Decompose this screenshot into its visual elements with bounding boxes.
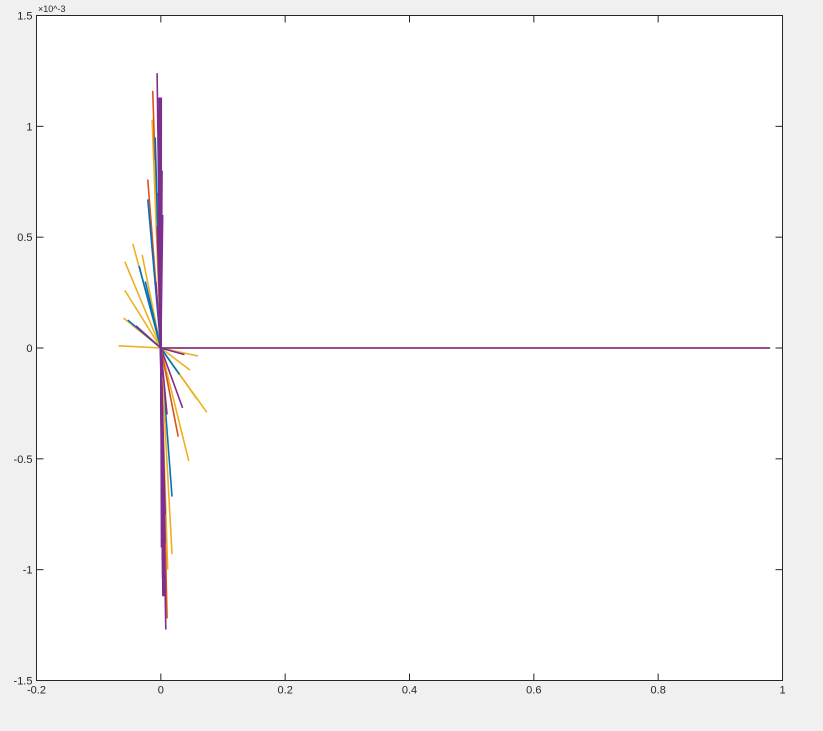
ray-core-down-11 xyxy=(159,347,166,544)
ray-3 xyxy=(124,289,162,349)
ray-10 xyxy=(144,281,162,349)
x-axis: -0.2 0 0.2 0.4 0.6 0.8 1 xyxy=(27,15,786,697)
x-tick-label: 0.8 xyxy=(651,685,666,697)
x-tick-label: 1 xyxy=(779,685,785,697)
ray-26 xyxy=(160,347,180,437)
x-tick-label: -0.2 xyxy=(27,685,46,697)
ray-2 xyxy=(124,261,162,349)
x-tick-label: 0.6 xyxy=(526,685,541,697)
x-tick-label: 0.2 xyxy=(278,685,293,697)
y-tick-label: 1.5 xyxy=(17,11,32,23)
ray-21 xyxy=(160,347,191,371)
y-tick-label: 0.5 xyxy=(17,232,32,244)
ray-22 xyxy=(160,347,190,462)
ray-9 xyxy=(135,325,162,349)
y-axis: -1.5 -1 -0.5 0 0.5 1 1.5 xyxy=(14,11,783,688)
y-tick-label: -1.5 xyxy=(14,676,33,688)
x-tick-label: 0.4 xyxy=(402,685,417,697)
y-tick-label: 1 xyxy=(26,121,32,133)
x-tick-label: 0 xyxy=(158,685,164,697)
ray-24 xyxy=(160,347,181,376)
y-tick-label: -0.5 xyxy=(14,454,33,466)
y-tick-label: 0 xyxy=(26,343,32,355)
ray-23 xyxy=(160,347,185,356)
y-tick-label: -1 xyxy=(23,565,33,577)
ray-25 xyxy=(160,347,184,409)
series-rays xyxy=(118,73,771,630)
ray-5 xyxy=(118,344,161,349)
ray-28 xyxy=(160,347,173,555)
y-exponent-label: ×10^-3 xyxy=(38,4,66,14)
